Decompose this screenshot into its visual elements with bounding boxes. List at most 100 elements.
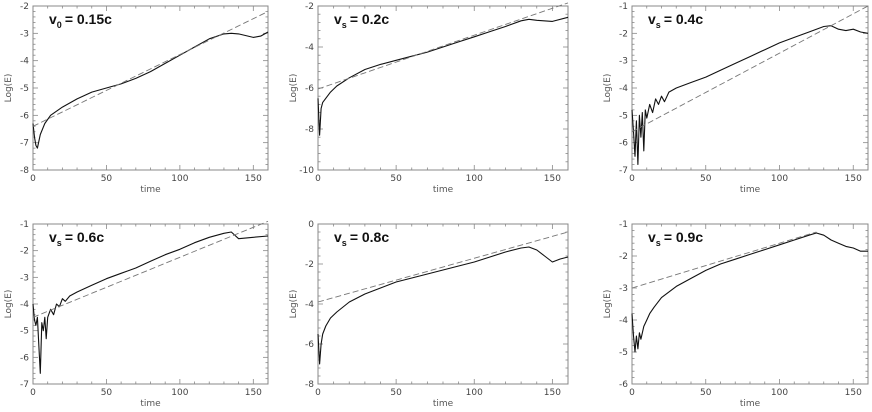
plot-frame (631, 5, 869, 171)
panel-label-value: = 0.2c (350, 11, 390, 27)
y-tick-label: -3 (20, 29, 29, 39)
x-tick-label: 150 (845, 388, 862, 398)
y-tick-label: -1 (619, 2, 628, 12)
x-tick-label: 50 (390, 388, 402, 398)
y-tick-label: -4 (619, 84, 628, 94)
plot-frame (631, 223, 869, 385)
panel-label-main: v (49, 229, 57, 245)
panel-label: vs = 0.6c (49, 229, 104, 248)
x-tick-label: 100 (171, 388, 188, 398)
x-tick-label: 100 (171, 174, 188, 184)
x-tick-label: 50 (700, 174, 712, 184)
panel-6: 0 50 100 150 -6 -5 -4 -3 -2 -1 time Log(E) vs = 0.9c (603, 220, 869, 409)
y-tick-label: 0 (308, 220, 314, 230)
y-tick-label: -6 (619, 380, 628, 390)
x-tick-label: 50 (101, 388, 113, 398)
x-tick-label: 0 (30, 388, 36, 398)
y-tick-label: -7 (619, 166, 628, 176)
panel-2: 0 50 100 150 -10 -8 -6 -4 -2 time Log(E) vs = 0.2c (289, 2, 569, 195)
x-tick-label: 100 (771, 174, 788, 184)
data-line-solid (32, 231, 269, 374)
panel-label-subscript: s (342, 238, 347, 248)
y-tick-label: -6 (305, 84, 314, 94)
y-tick-label: -6 (619, 139, 628, 149)
x-tick-label: 150 (845, 174, 862, 184)
y-tick-label: -1 (20, 220, 29, 230)
panel-label-value: = 0.15c (65, 11, 112, 27)
x-tick-label: 50 (700, 388, 712, 398)
x-axis-title: time (140, 399, 161, 409)
fit-line-dashed (317, 231, 569, 303)
x-tick-label: 0 (315, 388, 321, 398)
y-tick-label: -1 (619, 220, 628, 230)
y-tick-label: -8 (20, 166, 29, 176)
data-line-solid (32, 31, 269, 149)
panel-label-value: = 0.8c (350, 229, 390, 245)
panel-label-subscript: s (57, 238, 62, 248)
y-axis-title: Log(E) (603, 290, 613, 319)
panel-label: vs = 0.8c (334, 229, 389, 248)
x-tick-label: 0 (629, 174, 635, 184)
panel-5: 0 50 100 150 -8 -6 -4 -2 0 time Log(E) vs = 0.8c (289, 220, 569, 409)
panel-label-subscript: s (342, 20, 347, 30)
x-tick-label: 100 (466, 174, 483, 184)
panel-label-main: v (334, 11, 342, 27)
y-tick-label: -4 (20, 300, 29, 310)
panel-label-subscript: s (656, 20, 661, 30)
y-tick-label: -8 (305, 125, 314, 135)
x-tick-label: 150 (544, 388, 561, 398)
fit-line-dashed (317, 2, 569, 90)
x-tick-label: 0 (315, 174, 321, 184)
y-tick-label: -3 (619, 57, 628, 67)
panel-label: v0 = 0.15c (49, 11, 112, 30)
panel-label-main: v (334, 229, 342, 245)
y-tick-label: -4 (305, 43, 314, 53)
y-tick-label: -5 (619, 348, 628, 358)
panel-label: vs = 0.9c (648, 229, 703, 248)
x-axis-title: time (140, 185, 161, 195)
plot-frame (32, 223, 269, 385)
data-line-solid (317, 246, 569, 365)
y-tick-label: -2 (20, 247, 29, 257)
y-tick-label: -2 (20, 2, 29, 12)
y-tick-label: -5 (20, 84, 29, 94)
y-tick-label: -2 (619, 252, 628, 262)
fit-line-dashed (631, 231, 817, 289)
y-tick-label: -4 (305, 300, 314, 310)
panel-label-value: = 0.9c (664, 229, 704, 245)
panel-label-value: = 0.6c (65, 229, 105, 245)
y-tick-label: -5 (619, 111, 628, 121)
panel-4: 0 50 100 150 -7 -6 -5 -4 -3 -2 -1 time Log(E) vs = 0.6… (4, 220, 269, 409)
x-tick-label: 150 (245, 388, 262, 398)
panel-label-subscript: 0 (57, 20, 62, 30)
y-tick-label: -2 (305, 260, 314, 270)
data-line-solid (631, 25, 869, 166)
y-tick-label: -6 (305, 340, 314, 350)
y-tick-label: -2 (305, 2, 314, 12)
panel-label-main: v (49, 11, 57, 27)
x-tick-label: 150 (245, 174, 262, 184)
data-line-solid (317, 16, 569, 136)
x-axis-title: time (433, 185, 454, 195)
plot-frame (317, 5, 569, 171)
y-tick-label: -6 (20, 111, 29, 121)
x-tick-label: 100 (466, 388, 483, 398)
fit-line-dashed (32, 220, 269, 318)
x-tick-label: 100 (771, 388, 788, 398)
x-tick-label: 50 (101, 174, 113, 184)
panel-label: vs = 0.2c (334, 11, 389, 30)
x-axis-title: time (433, 399, 454, 409)
y-tick-label: -3 (20, 273, 29, 283)
x-tick-label: 0 (30, 174, 36, 184)
y-tick-label: -6 (20, 353, 29, 363)
x-tick-label: 150 (544, 174, 561, 184)
y-tick-label: -4 (619, 316, 628, 326)
x-axis-title: time (740, 185, 761, 195)
y-axis-title: Log(E) (603, 74, 613, 103)
y-tick-label: -7 (20, 380, 29, 390)
y-tick-label: -3 (619, 284, 628, 294)
y-tick-label: -8 (305, 380, 314, 390)
